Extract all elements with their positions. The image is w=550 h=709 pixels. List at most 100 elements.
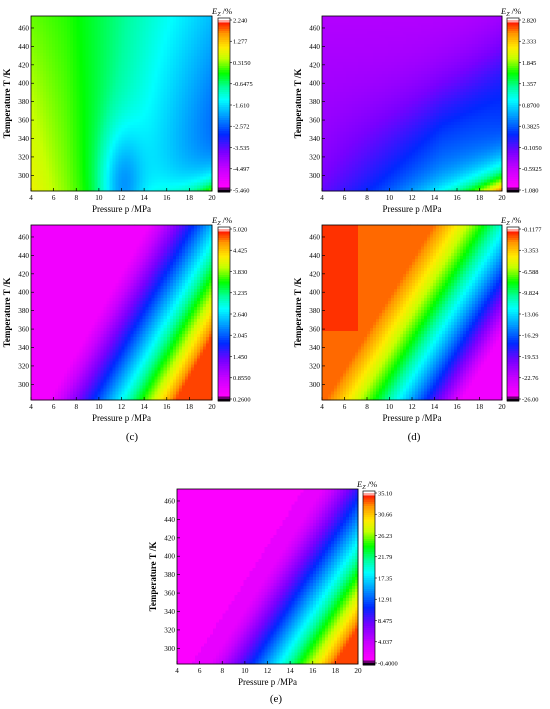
colorbar-segment bbox=[218, 128, 230, 132]
heatmap-cell bbox=[100, 109, 104, 114]
heatmap-cell bbox=[334, 127, 338, 132]
heatmap-cell bbox=[40, 22, 44, 26]
heatmap-cell bbox=[31, 16, 35, 20]
heatmap-cell bbox=[163, 106, 168, 111]
heatmap-cell bbox=[154, 28, 159, 32]
heatmap-cell bbox=[97, 112, 101, 117]
heatmap-cell bbox=[358, 124, 362, 129]
heatmap-cell bbox=[367, 157, 371, 162]
heatmap-cell bbox=[118, 79, 123, 83]
heatmap-cell bbox=[121, 103, 126, 108]
heatmap-cell bbox=[73, 115, 77, 120]
heatmap-cell bbox=[37, 124, 41, 129]
heatmap-cell bbox=[49, 112, 53, 117]
heatmap-cell bbox=[139, 46, 144, 50]
heatmap-cell bbox=[82, 49, 86, 53]
heatmap-cell bbox=[379, 25, 383, 29]
heatmap-cell bbox=[58, 148, 62, 153]
heatmap-cell bbox=[136, 154, 141, 159]
heatmap-cell bbox=[205, 25, 210, 29]
heatmap-cell bbox=[145, 85, 150, 90]
heatmap-cell bbox=[157, 46, 162, 50]
heatmap-cell bbox=[52, 169, 56, 174]
heatmap-cell bbox=[121, 142, 126, 147]
heatmap-cell bbox=[382, 49, 386, 53]
heatmap-cell bbox=[352, 34, 356, 38]
heatmap-cell bbox=[154, 100, 159, 105]
heatmap-cell bbox=[79, 40, 83, 44]
heatmap-cell bbox=[91, 112, 95, 117]
heatmap-cell bbox=[43, 64, 47, 68]
heatmap-cell bbox=[391, 187, 395, 192]
heatmap-cell bbox=[85, 91, 89, 96]
heatmap-cell bbox=[361, 184, 365, 189]
heatmap-cell bbox=[97, 73, 101, 77]
heatmap-cell bbox=[85, 121, 89, 126]
heatmap-cell bbox=[94, 151, 98, 156]
heatmap-cell bbox=[58, 151, 62, 156]
heatmap-cell bbox=[190, 55, 195, 59]
heatmap-cell bbox=[58, 64, 62, 68]
heatmap-cell bbox=[196, 181, 201, 186]
heatmap-cell bbox=[112, 151, 117, 156]
heatmap-cell bbox=[385, 25, 389, 29]
heatmap-cell bbox=[175, 31, 180, 35]
heatmap-cell bbox=[64, 187, 68, 192]
heatmap-cell bbox=[85, 46, 89, 50]
heatmap-cell bbox=[322, 142, 326, 147]
heatmap-cell bbox=[67, 40, 71, 44]
heatmap-cell bbox=[166, 163, 171, 168]
heatmap-cell bbox=[358, 76, 362, 80]
heatmap-cell bbox=[334, 73, 338, 77]
heatmap-cell bbox=[175, 142, 180, 147]
heatmap-cell bbox=[343, 97, 347, 102]
heatmap-cell bbox=[208, 94, 213, 99]
heatmap-cell bbox=[97, 82, 101, 86]
heatmap-cell bbox=[205, 40, 210, 44]
heatmap-cell bbox=[109, 133, 114, 138]
heatmap-cell bbox=[121, 175, 126, 180]
heatmap-cell bbox=[52, 121, 56, 126]
heatmap-cell bbox=[73, 175, 77, 180]
heatmap-cell bbox=[130, 169, 135, 174]
heatmap-cell bbox=[136, 31, 141, 35]
heatmap-cell bbox=[346, 118, 350, 123]
heatmap-cell bbox=[79, 151, 83, 156]
heatmap-cell bbox=[127, 43, 132, 47]
heatmap-cell bbox=[31, 112, 35, 117]
heatmap-cell bbox=[340, 151, 344, 156]
heatmap-cell bbox=[166, 91, 171, 96]
heatmap-cell bbox=[133, 103, 138, 108]
heatmap-cell bbox=[193, 19, 198, 23]
heatmap-cell bbox=[160, 43, 165, 47]
heatmap-cell bbox=[337, 67, 341, 71]
heatmap-cell bbox=[184, 76, 189, 80]
heatmap-cell bbox=[106, 106, 111, 111]
heatmap-cell bbox=[133, 148, 138, 153]
heatmap-cell bbox=[88, 52, 92, 56]
heatmap-cell bbox=[112, 121, 117, 126]
heatmap-cell bbox=[64, 166, 68, 171]
heatmap-cell bbox=[352, 52, 356, 56]
heatmap-cell bbox=[148, 184, 153, 189]
heatmap-cell bbox=[190, 25, 195, 29]
heatmap-cell bbox=[37, 64, 41, 68]
heatmap-cell bbox=[58, 106, 62, 111]
heatmap-cell bbox=[199, 94, 204, 99]
heatmap-cell bbox=[67, 61, 71, 65]
heatmap-cell bbox=[370, 160, 374, 165]
heatmap-cell bbox=[202, 76, 207, 80]
heatmap-cell bbox=[208, 118, 213, 123]
heatmap-cell bbox=[34, 160, 38, 165]
x-tick-label: 6 bbox=[52, 194, 56, 202]
heatmap-cell bbox=[172, 160, 177, 165]
heatmap-cell bbox=[82, 154, 86, 159]
heatmap-cell bbox=[166, 85, 171, 90]
heatmap-cell bbox=[112, 22, 117, 26]
heatmap-cell bbox=[94, 46, 98, 50]
heatmap-cell bbox=[385, 109, 389, 114]
heatmap-cell bbox=[145, 82, 150, 86]
heatmap-cell bbox=[73, 85, 77, 90]
heatmap-cell bbox=[61, 40, 65, 44]
heatmap-cell bbox=[49, 31, 53, 35]
